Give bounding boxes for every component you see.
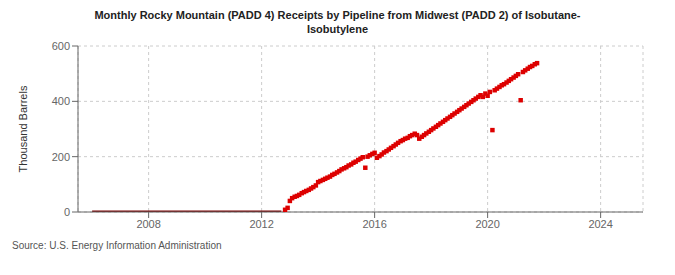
svg-text:Thousand Barrels: Thousand Barrels	[17, 85, 29, 172]
svg-text:600: 600	[52, 40, 70, 52]
svg-text:2008: 2008	[136, 218, 160, 230]
html-text:Source: U.S. Energy Informatio: Source: U.S. Energy Information Administ…	[12, 240, 222, 251]
html-text:Monthly Rocky Mountain (PADD 4: Monthly Rocky Mountain (PADD 4) Receipts…	[94, 9, 581, 21]
svg-text:2024: 2024	[588, 218, 612, 230]
svg-text:2016: 2016	[362, 218, 386, 230]
svg-text:400: 400	[52, 95, 70, 107]
html-text:Isobutylene: Isobutylene	[306, 23, 369, 35]
svg-text:2020: 2020	[475, 218, 499, 230]
svg-text:2012: 2012	[249, 218, 273, 230]
svg-text:0: 0	[64, 206, 70, 218]
svg-text:200: 200	[52, 151, 70, 163]
